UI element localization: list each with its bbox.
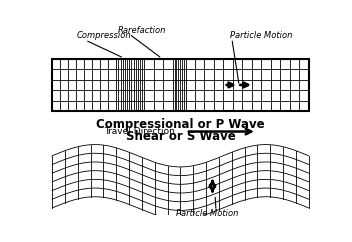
Text: Particle Motion: Particle Motion (176, 209, 239, 218)
Text: Travel Direction: Travel Direction (104, 127, 175, 136)
Text: Particle Motion: Particle Motion (230, 31, 292, 40)
Text: Compressional or P Wave: Compressional or P Wave (96, 119, 265, 131)
Text: Compression: Compression (77, 31, 131, 40)
Text: Rarefaction: Rarefaction (118, 26, 166, 35)
Text: Shear or S Wave: Shear or S Wave (126, 130, 235, 143)
Bar (52, 59, 309, 111)
